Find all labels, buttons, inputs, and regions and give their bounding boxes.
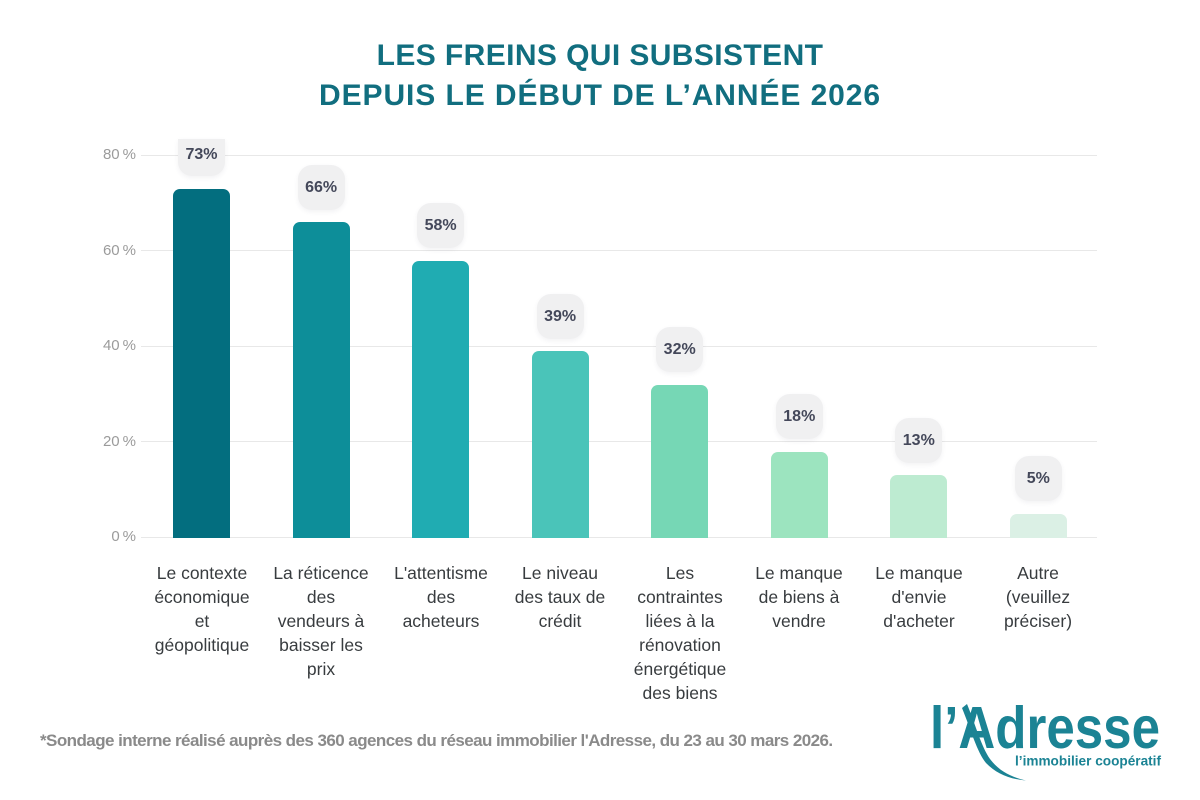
svg-text:l’Adresse: l’Adresse (930, 695, 1160, 761)
svg-text:l’immobilier coopératif: l’immobilier coopératif (1015, 753, 1161, 769)
